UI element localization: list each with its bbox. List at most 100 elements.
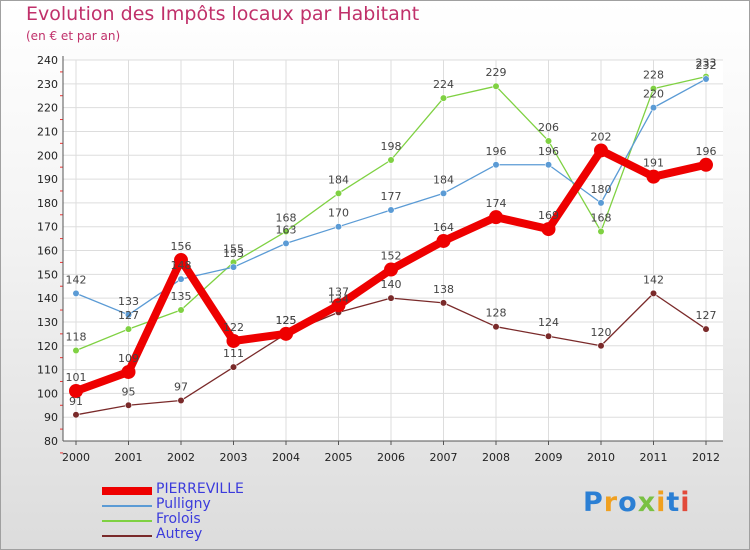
x-tick-label: 2005	[325, 451, 353, 464]
data-label-frolois: 155	[223, 242, 244, 255]
data-point-frolois	[72, 346, 80, 355]
x-tick-label: 2012	[692, 451, 720, 464]
data-point-autrey	[702, 325, 710, 333]
data-point-pierreville	[594, 143, 608, 158]
data-point-pierreville	[489, 210, 503, 225]
data-label-pierreville: 156	[171, 240, 192, 253]
logo-letter: x	[637, 487, 657, 518]
chart-subtitle: (en € et par an)	[26, 29, 121, 43]
logo-letter: i	[680, 487, 691, 518]
x-tick-label: 2002	[167, 451, 195, 464]
data-label-pulligny: 196	[486, 145, 507, 158]
data-label-frolois: 184	[328, 173, 349, 186]
y-tick-label: 140	[37, 292, 58, 305]
data-label-pierreville: 152	[381, 250, 402, 263]
data-label-autrey: 125	[276, 314, 297, 327]
y-tick-label: 120	[37, 340, 58, 353]
y-tick-label: 150	[37, 268, 58, 281]
data-point-frolois	[544, 137, 553, 145]
data-point-autrey	[439, 299, 448, 307]
data-point-pierreville	[331, 298, 346, 313]
y-tick-label: 190	[37, 173, 58, 186]
data-label-autrey: 124	[538, 316, 559, 329]
data-label-pierreville: 202	[591, 130, 612, 143]
legend-label: Autrey	[156, 526, 203, 542]
legend-swatch	[102, 535, 152, 537]
x-tick-label: 2003	[220, 451, 248, 464]
data-point-pulligny	[387, 206, 395, 214]
data-label-pierreville: 137	[328, 285, 349, 298]
data-label-autrey: 128	[486, 307, 507, 320]
data-point-autrey	[177, 396, 185, 405]
data-label-pulligny: 177	[381, 190, 402, 203]
data-point-pierreville	[226, 333, 241, 348]
data-point-frolois	[492, 82, 500, 90]
data-point-pulligny	[177, 275, 185, 283]
data-label-pierreville: 101	[66, 371, 87, 384]
data-point-pierreville	[121, 364, 136, 379]
x-tick-label: 2010	[587, 451, 615, 464]
data-point-autrey	[124, 401, 133, 409]
data-label-frolois: 224	[433, 78, 454, 91]
logo-letter: r	[603, 487, 619, 518]
data-label-pierreville: 191	[643, 157, 664, 170]
data-point-pulligny	[597, 199, 605, 207]
data-label-autrey: 91	[69, 395, 83, 408]
data-point-pulligny	[702, 75, 710, 83]
legend-swatch	[102, 487, 152, 495]
x-tick-label: 2009	[535, 451, 563, 464]
data-label-pierreville: 196	[696, 145, 717, 158]
y-tick-label: 110	[37, 364, 58, 377]
data-label-pulligny: 220	[643, 88, 664, 101]
line-chart: 8090100110120130140150160170180190200210…	[37, 54, 723, 464]
data-label-autrey: 97	[174, 381, 188, 394]
data-label-pierreville: 174	[486, 197, 507, 210]
data-label-pulligny: 180	[591, 183, 612, 196]
data-label-frolois: 168	[591, 211, 612, 224]
data-point-pulligny	[282, 239, 290, 247]
data-label-autrey: 142	[643, 273, 664, 286]
data-point-pulligny	[649, 104, 658, 112]
x-tick-label: 2007	[430, 451, 458, 464]
data-label-pierreville: 125	[276, 314, 297, 327]
y-tick-label: 220	[37, 102, 58, 115]
legend-label: PIERREVILLE	[156, 481, 244, 497]
legend-swatch	[102, 505, 152, 507]
data-label-autrey: 140	[381, 278, 402, 291]
y-tick-label: 130	[37, 316, 58, 329]
legend-label: Pulligny	[156, 496, 211, 512]
y-tick-label: 200	[37, 149, 58, 162]
y-tick-label: 100	[37, 387, 58, 400]
data-label-frolois: 168	[276, 211, 297, 224]
data-point-pierreville	[69, 383, 83, 398]
data-point-autrey	[597, 342, 605, 350]
data-label-pierreville: 109	[118, 352, 139, 365]
x-tick-label: 2001	[115, 451, 143, 464]
data-label-pulligny: 232	[696, 59, 717, 72]
logo-letter: i	[656, 487, 667, 518]
data-label-pulligny: 148	[171, 259, 192, 272]
y-tick-label: 210	[37, 125, 58, 138]
data-label-frolois: 127	[118, 309, 139, 322]
data-point-frolois	[282, 227, 290, 236]
data-point-frolois	[334, 189, 343, 197]
data-point-frolois	[439, 94, 448, 102]
data-point-autrey	[544, 332, 553, 340]
y-tick-label: 90	[44, 411, 58, 424]
data-point-pierreville	[436, 233, 451, 248]
data-label-frolois: 206	[538, 121, 559, 134]
y-tick-label: 180	[37, 197, 58, 210]
data-point-pierreville	[541, 222, 556, 237]
data-point-pulligny	[124, 311, 133, 319]
data-label-pulligny: 196	[538, 145, 559, 158]
data-label-frolois: 135	[171, 290, 192, 303]
data-label-pulligny: 184	[433, 173, 454, 186]
data-point-autrey	[387, 294, 395, 302]
data-label-frolois: 198	[381, 140, 402, 153]
proxiti-logo: Proxiti	[583, 487, 691, 518]
data-label-frolois: 233	[696, 57, 717, 70]
data-label-pierreville: 122	[223, 321, 244, 334]
data-point-pierreville	[646, 169, 661, 184]
data-label-autrey: 111	[223, 347, 244, 360]
data-point-pierreville	[384, 262, 398, 277]
